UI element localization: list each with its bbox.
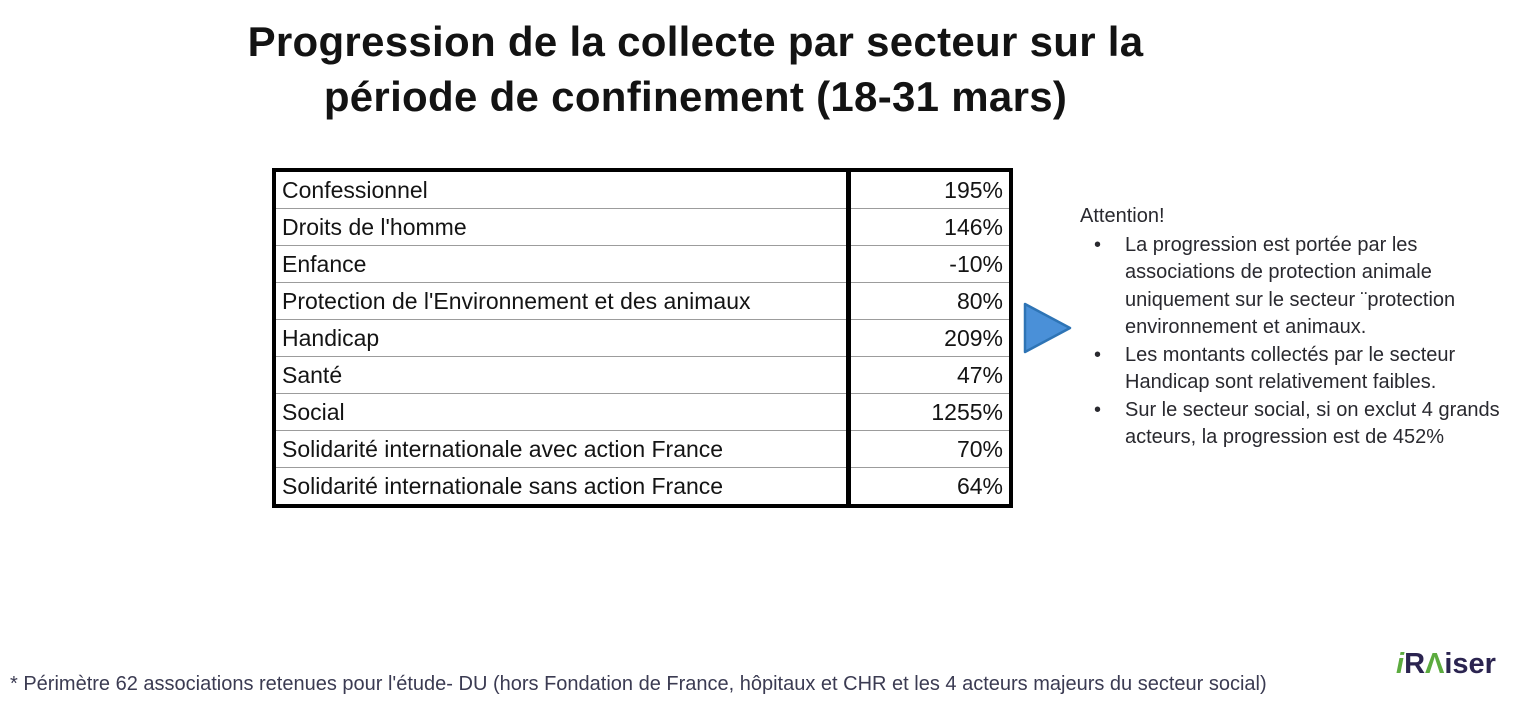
right-arrow-icon xyxy=(1023,302,1072,354)
table-row: Protection de l'Environnement et des ani… xyxy=(274,282,1011,320)
attention-bullet-list: La progression est portée par les associ… xyxy=(1080,232,1516,452)
value-cell: -10% xyxy=(846,245,1011,283)
attention-bullet-text: Les montants collectés par le secteur Ha… xyxy=(1125,343,1456,394)
table-row: Confessionnel 195% xyxy=(274,170,1011,209)
sector-cell: Droits de l'homme xyxy=(274,208,849,246)
table-row: Droits de l'homme 146% xyxy=(274,208,1011,246)
attention-bullet: Les montants collectés par le secteur Ha… xyxy=(1080,342,1516,397)
table-row: Handicap 209% xyxy=(274,319,1011,357)
value-cell: 80% xyxy=(846,282,1011,320)
attention-bullet-text: Sur le secteur social, si on exclut 4 gr… xyxy=(1125,398,1500,449)
value-cell: 1255% xyxy=(846,393,1011,431)
sector-cell: Solidarité internationale avec action Fr… xyxy=(274,430,849,468)
table-row: Solidarité internationale sans action Fr… xyxy=(274,467,1011,506)
slide-title-line-2: période de confinement (18-31 mars) xyxy=(323,73,1068,121)
footnote: * Périmètre 62 associations retenues pou… xyxy=(10,673,1267,695)
sector-cell: Protection de l'Environnement et des ani… xyxy=(274,282,849,320)
sector-progression-table: Confessionnel 195% Droits de l'homme 146… xyxy=(272,168,1013,508)
sector-cell: Confessionnel xyxy=(282,176,428,203)
sector-cell: Social xyxy=(274,393,849,431)
sector-cell: Enfance xyxy=(274,245,849,283)
attention-bullet: La progression est portée par les associ… xyxy=(1080,232,1516,342)
value-cell: 209% xyxy=(846,319,1011,357)
value-cell: 146% xyxy=(846,208,1011,246)
value-cell: 64% xyxy=(846,467,1011,506)
table-row: Santé 47% xyxy=(274,356,1011,394)
logo-letters-iser: iser xyxy=(1444,648,1496,680)
logo-letter-i: i xyxy=(1396,648,1405,680)
slide-title: Progression de la collecte par secteur s… xyxy=(168,14,1223,125)
sector-cell: Santé xyxy=(274,356,849,394)
attention-bullet-text: La progression est portée par les associ… xyxy=(1125,233,1456,339)
value-cell: 47% xyxy=(846,356,1011,394)
sector-cell: Solidarité internationale sans action Fr… xyxy=(274,467,849,506)
slide-title-line-1: Progression de la collecte par secteur s… xyxy=(247,18,1144,65)
table-row: Social 1255% xyxy=(274,393,1011,431)
logo-caret-glyph: Λ xyxy=(1425,648,1445,680)
table-row: Solidarité internationale avec action Fr… xyxy=(274,430,1011,468)
value-cell: 70% xyxy=(846,430,1011,468)
sector-cell: Handicap xyxy=(274,319,849,357)
iraiser-logo: iRΛiser xyxy=(1396,648,1496,681)
attention-heading: Attention! xyxy=(1080,205,1165,227)
logo-letter-r: R xyxy=(1404,648,1426,680)
attention-bullet: Sur le secteur social, si on exclut 4 gr… xyxy=(1080,397,1516,452)
attention-note: Attention! La progression est portée par… xyxy=(1080,203,1516,452)
value-cell: 195% xyxy=(846,170,1011,209)
table-row: Enfance -10% xyxy=(274,245,1011,283)
